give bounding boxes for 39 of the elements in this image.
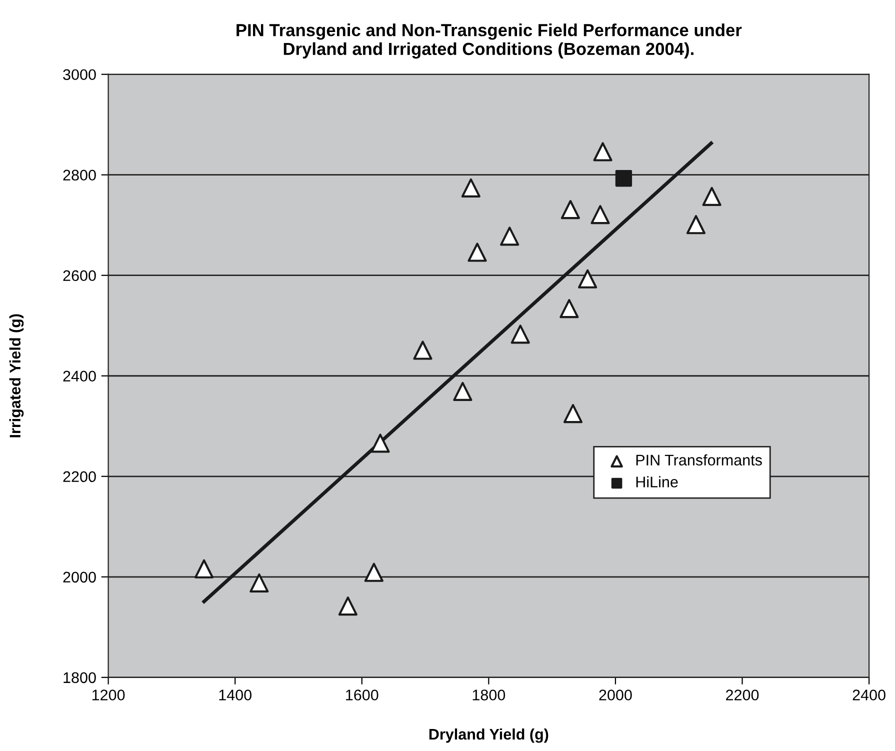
y-tick-label: 3000 [63,69,96,80]
point [560,200,580,220]
point [370,434,390,453]
x-tick-label: 1400 [219,690,252,700]
point [468,242,487,262]
x-tick-label: 2200 [726,690,759,700]
point [615,170,632,187]
point [250,573,269,592]
point [702,186,722,206]
x-tick-label: 1200 [92,690,125,700]
y-tick-label: 2200 [63,471,96,482]
point [413,340,432,360]
legend-label: PIN Transformants [636,454,762,466]
legend-label: HiLine [636,476,678,488]
point [563,404,583,424]
y-tick-label: 2800 [63,170,96,181]
point [686,215,706,234]
point [500,226,520,246]
x-tick-label: 1600 [346,690,378,700]
x-tick-label: 2400 [852,690,886,700]
y-tick-label: 2600 [63,270,96,282]
point [593,142,612,162]
point [453,382,472,402]
point [590,205,610,224]
point [461,178,480,198]
chart-title: PIN Transgenic and Non-Transgenic Field Performance under Dryland and Irrigated Conditions (Bozeman 2004). [236,24,742,59]
point [560,298,579,318]
y-tick-label: 2000 [63,572,96,583]
point [578,269,598,288]
x-tick-label: 1800 [472,690,506,700]
point [510,324,530,344]
y-tick-label: 2400 [63,370,96,382]
point [364,562,384,582]
y-axis-title: Irrigated Yield (g) [9,314,24,438]
point [194,559,214,578]
point [338,596,358,616]
x-axis-title: Dryland Yield (g) [429,728,548,743]
y-tick-label: 1800 [64,672,96,684]
x-tick-label: 2000 [599,690,632,700]
